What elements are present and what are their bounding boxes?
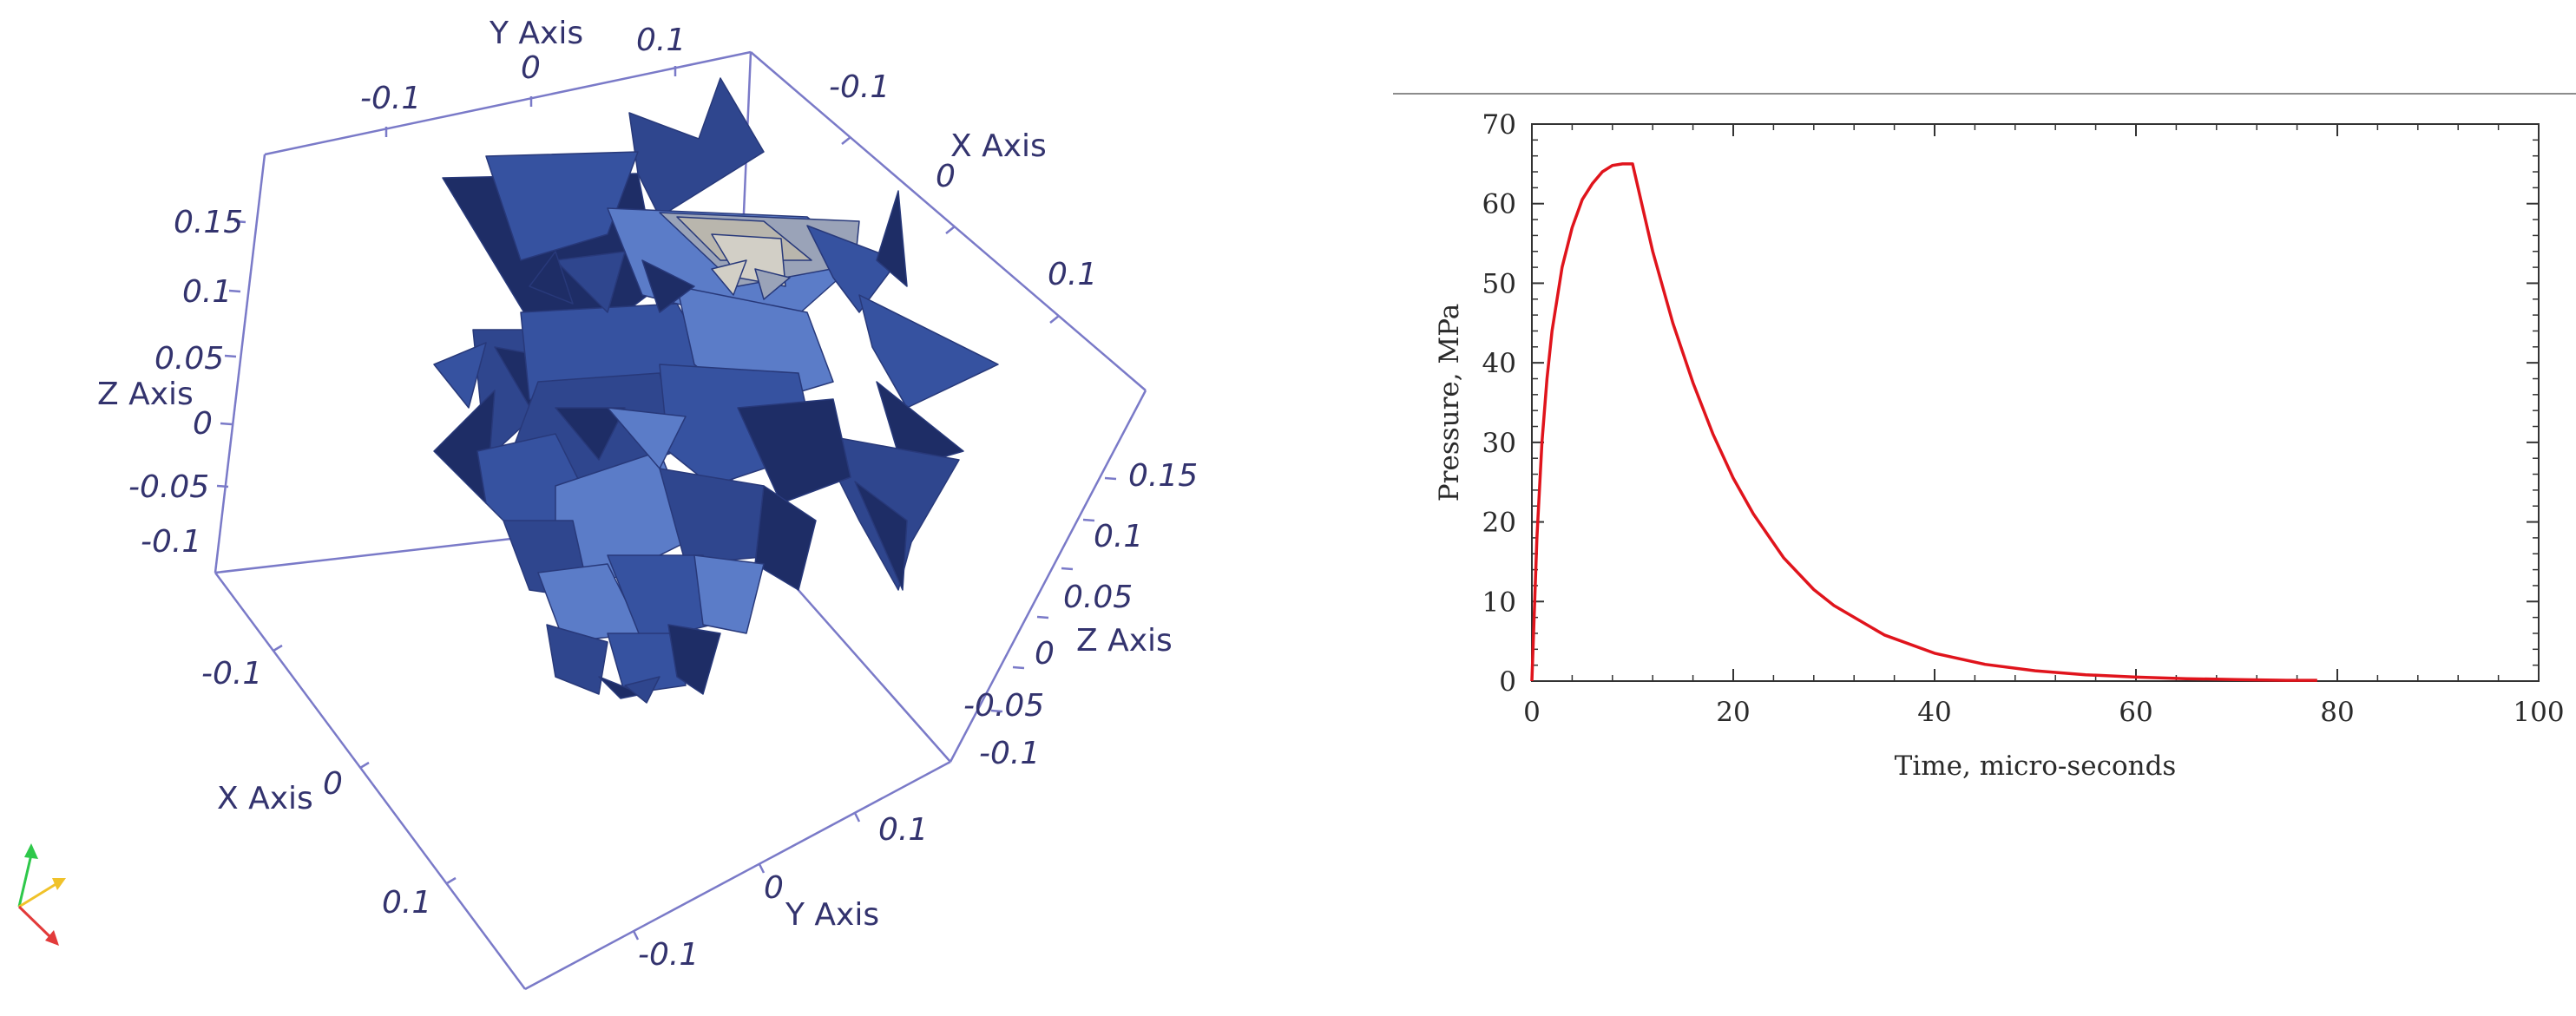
axis-ticks [1531, 123, 2540, 682]
tick-label-y-top: 0 [521, 50, 541, 86]
tick-label-z-left: -0.05 [128, 469, 209, 505]
x-axis-name-bottom: X Axis [217, 781, 313, 816]
z-axis-name-left: Z Axis [97, 377, 194, 412]
y-axis-label: Pressure, MPa [1434, 304, 1465, 501]
tick-label-x-bottom: -0.1 [201, 656, 262, 692]
tick-label-y-bottom: -0.1 [638, 937, 699, 973]
x-axis-name-right: X Axis [950, 128, 1047, 164]
orientation-axes-icon [17, 843, 66, 946]
y-tick-label: 10 [1482, 587, 1516, 618]
tick-label-x-bottom: 0 [323, 766, 343, 802]
y-tick-label: 40 [1482, 348, 1516, 379]
tick-label-z-right: 0.1 [1094, 519, 1143, 554]
y-tick-label: 50 [1482, 268, 1516, 299]
y-tick-label: 60 [1482, 189, 1516, 220]
y-axis-name-top: Y Axis [489, 16, 583, 51]
y-tick-label: 70 [1482, 109, 1516, 141]
tick-label-y-bottom: 0.1 [878, 812, 928, 848]
tick-label-z-right: -0.05 [963, 688, 1044, 724]
x-tick-label: 100 [2513, 697, 2564, 728]
tick-label-y-top: 0.1 [636, 23, 686, 58]
tick-label-z-right: 0.15 [1128, 458, 1198, 494]
tick-label-x-bottom: 0.1 [382, 885, 431, 921]
x-tick-label: 60 [2119, 697, 2152, 728]
plot-frame [1531, 123, 2540, 682]
tick-label-z-right: 0 [1035, 636, 1055, 672]
z-axis-name-right: Z Axis [1076, 623, 1173, 659]
y-tick-label: 0 [1499, 666, 1516, 698]
y-tick-label: 20 [1482, 508, 1516, 539]
tick-label-z-left: 0.05 [154, 341, 224, 377]
mesh-3d-panel: Y Axis X Axis Z Axis Z Axis X Axis Y Axi… [17, 16, 1198, 991]
y-axis-name-bottom: Y Axis [785, 897, 879, 933]
tick-label-z-left: 0.1 [182, 274, 232, 310]
x-axis-label: Time, micro-seconds [1895, 751, 2177, 782]
x-tick-label: 0 [1523, 697, 1541, 728]
tick-label-x-right: -0.1 [829, 69, 890, 105]
tick-labels: 0 20 40 60 80 100 0 10 20 30 40 50 60 70 [1482, 109, 2565, 728]
tick-label-x-right: 0.1 [1048, 257, 1097, 292]
tick-label-z-right: -0.1 [979, 736, 1040, 771]
tick-label-y-top: -0.1 [360, 81, 421, 116]
frame-ticks [216, 66, 1117, 941]
tick-label-z-right: 0.05 [1063, 580, 1133, 615]
tick-label-y-bottom: 0 [764, 870, 784, 906]
tick-label-x-right: 0 [936, 159, 956, 194]
tick-label-z-left: -0.1 [141, 524, 201, 560]
x-tick-label: 40 [1917, 697, 1951, 728]
x-tick-label: 20 [1716, 697, 1750, 728]
pressure-chart: 0 20 40 60 80 100 0 10 20 30 40 50 60 70 Time, micro-… [1393, 93, 2576, 782]
pressure-curve [1530, 162, 2317, 682]
y-tick-label: 30 [1482, 428, 1516, 459]
mesh-surface [433, 77, 999, 704]
tick-label-z-left: 0.15 [174, 205, 243, 240]
tick-label-z-left: 0 [193, 406, 213, 442]
x-tick-label: 80 [2320, 697, 2354, 728]
